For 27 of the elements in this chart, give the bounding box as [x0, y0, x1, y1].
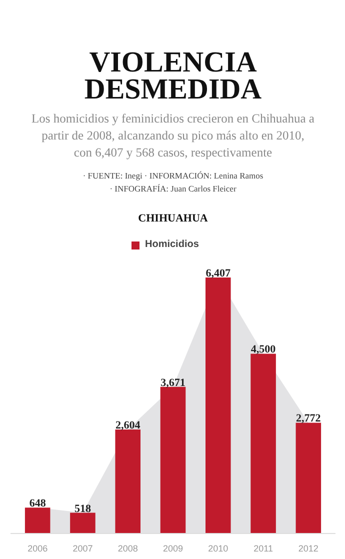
x-tick-label: 2010: [208, 544, 228, 554]
bar: [70, 512, 96, 534]
x-tick-label: 2008: [118, 544, 138, 554]
data-label: 648: [29, 498, 46, 510]
chart-subtitle: Los homicidios y feminicidios crecieron en Chihuahua a partir de 2008, alcanzando su pico más alto en 2010, con 6,407 y 568 casos, respectivamente: [32, 112, 315, 160]
data-label: 4,500: [250, 344, 276, 356]
x-tick-label: 2009: [162, 544, 184, 554]
data-label: 2,604: [115, 419, 141, 432]
data-label: 518: [74, 502, 92, 515]
bar: [24, 508, 50, 534]
x-tick-label: 2011: [254, 544, 273, 554]
text: · INFOGRAFÍA: Juan Carlos Fleicer: [110, 184, 236, 194]
bar: [206, 278, 231, 534]
data-label: 6,407: [206, 268, 232, 280]
chart-title: VIOLENCIA DESMEDIDA: [84, 46, 262, 106]
x-tick-label: 2006: [28, 544, 48, 554]
bar: [160, 386, 186, 534]
legend-label: Homicidios: [145, 239, 199, 250]
text: CHIHUAHUA: [138, 212, 208, 224]
x-tick-label: 2012: [298, 544, 318, 554]
bar: [296, 422, 322, 534]
data-label: 3,671: [160, 376, 186, 389]
data-label: 2,772: [296, 412, 322, 425]
bar: [250, 354, 276, 534]
bar: [115, 429, 140, 534]
text: · FUENTE: Inegi · INFORMACIÓN: Lenina Ramos: [82, 170, 264, 180]
x-tick-label: 2007: [72, 544, 93, 554]
